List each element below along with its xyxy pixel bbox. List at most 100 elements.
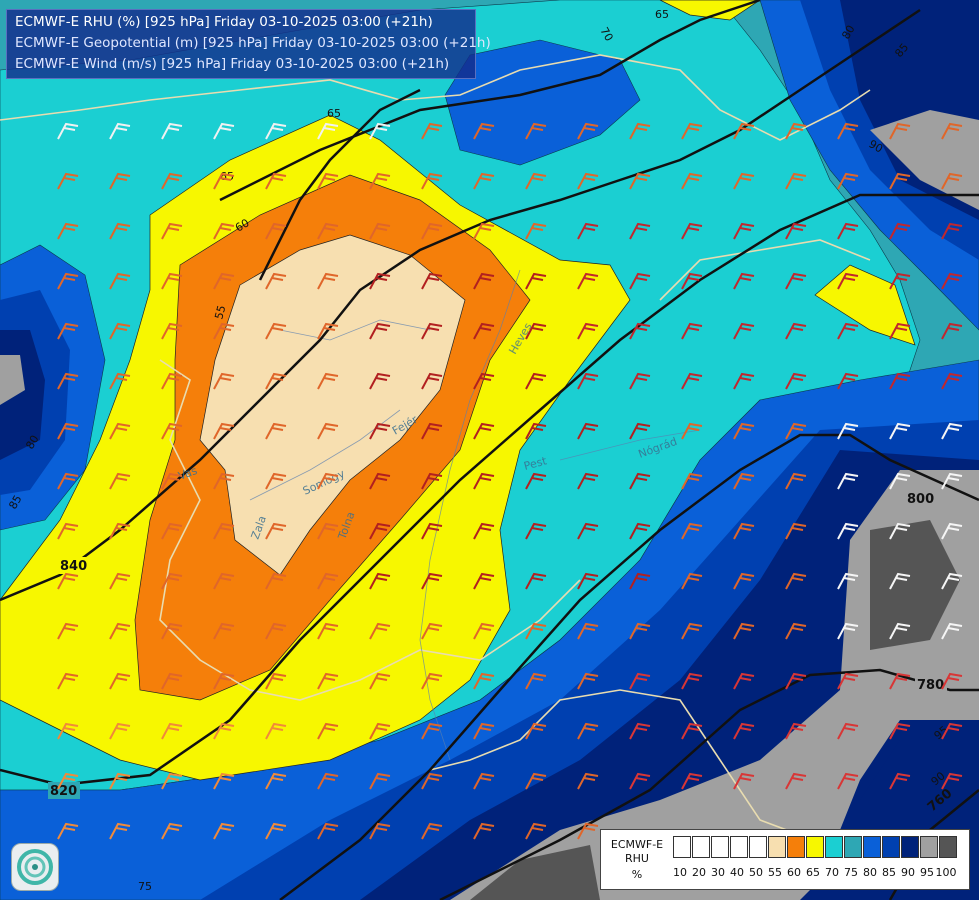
wind-barb xyxy=(733,122,755,140)
wind-barb xyxy=(681,472,703,490)
wind-barb xyxy=(473,422,495,440)
legend-tick-label: 40 xyxy=(730,866,744,879)
wind-barb xyxy=(473,572,495,590)
wind-barb xyxy=(525,422,547,440)
wind-barb xyxy=(213,622,235,640)
wind-barb xyxy=(941,422,963,440)
wind-barb xyxy=(57,222,79,240)
wind-barb xyxy=(629,122,651,140)
wind-barb xyxy=(681,622,703,640)
rhu-contour-label: 65 xyxy=(327,107,341,120)
legend-swatch xyxy=(920,836,938,858)
wind-barb xyxy=(473,672,495,690)
wind-barb xyxy=(733,472,755,490)
wind-barb xyxy=(785,572,807,590)
wind-barb xyxy=(941,772,963,790)
wind-barb xyxy=(785,772,807,790)
wind-barb xyxy=(577,722,599,740)
wind-barb xyxy=(733,272,755,290)
rhu-contour-label: 70 xyxy=(597,25,615,44)
wind-barb xyxy=(265,772,287,790)
wind-barb xyxy=(213,572,235,590)
wind-barb xyxy=(837,572,859,590)
legend-swatch xyxy=(673,836,691,858)
wind-barb xyxy=(785,222,807,240)
wind-barb xyxy=(369,272,391,290)
wind-barb xyxy=(57,522,79,540)
wind-barb xyxy=(785,272,807,290)
wind-barb xyxy=(577,272,599,290)
rhu-95-northeast xyxy=(870,110,979,210)
wind-barb xyxy=(161,572,183,590)
wind-barb xyxy=(889,172,911,190)
wind-barb xyxy=(109,422,131,440)
wind-barb xyxy=(265,472,287,490)
wind-barb xyxy=(785,472,807,490)
wind-barb xyxy=(213,172,235,190)
wind-barb xyxy=(369,222,391,240)
wind-barb xyxy=(837,622,859,640)
wind-barb xyxy=(317,622,339,640)
ecmwf-logo xyxy=(11,843,59,891)
legend-swatch xyxy=(730,836,748,858)
wind-barb xyxy=(733,722,755,740)
rhu-contour-label: 80 xyxy=(839,23,857,42)
legend-swatch xyxy=(692,836,710,858)
wind-barb xyxy=(577,672,599,690)
wind-barb xyxy=(837,322,859,340)
wind-barb xyxy=(837,422,859,440)
wind-barb xyxy=(109,472,131,490)
wind-barb xyxy=(785,172,807,190)
wind-barb xyxy=(889,472,911,490)
legend-tick-label: 85 xyxy=(882,866,896,879)
wind-barb xyxy=(161,172,183,190)
wind-barb xyxy=(421,372,443,390)
wind-barb xyxy=(421,622,443,640)
wind-barb xyxy=(629,422,651,440)
rhu-100-south xyxy=(870,520,960,650)
wind-barb xyxy=(473,772,495,790)
wind-barb xyxy=(421,522,443,540)
wind-barb xyxy=(681,722,703,740)
wind-barb xyxy=(525,272,547,290)
wind-barb xyxy=(837,222,859,240)
wind-barb xyxy=(525,222,547,240)
wind-barb xyxy=(369,172,391,190)
wind-barb xyxy=(109,222,131,240)
wind-barb xyxy=(369,672,391,690)
legend-tick-label: 80 xyxy=(863,866,877,879)
wind-barb xyxy=(213,722,235,740)
wind-barb xyxy=(213,772,235,790)
wind-barb xyxy=(421,672,443,690)
wind-barb xyxy=(317,522,339,540)
wind-barb xyxy=(57,172,79,190)
wind-barb xyxy=(785,372,807,390)
wind-barb xyxy=(317,222,339,240)
legend-swatch xyxy=(806,836,824,858)
wind-barb xyxy=(941,272,963,290)
wind-barb xyxy=(369,822,391,840)
wind-barb xyxy=(733,372,755,390)
wind-barb xyxy=(473,472,495,490)
wind-barb xyxy=(889,522,911,540)
wind-barb xyxy=(265,222,287,240)
wind-barb xyxy=(837,672,859,690)
wind-barb xyxy=(161,372,183,390)
wind-barb xyxy=(109,172,131,190)
wind-barb xyxy=(681,522,703,540)
wind-barb xyxy=(317,772,339,790)
geopotential-label: 800 xyxy=(907,492,934,507)
legend-label-unit: % xyxy=(631,868,643,881)
rhu-95-south xyxy=(450,470,979,900)
wind-barb xyxy=(941,522,963,540)
wind-barb xyxy=(941,572,963,590)
legend-swatch xyxy=(749,836,767,858)
wind-barb xyxy=(421,722,443,740)
wind-barb xyxy=(161,622,183,640)
wind-barb xyxy=(265,522,287,540)
wind-barb xyxy=(733,522,755,540)
wind-barb xyxy=(109,272,131,290)
wind-barb xyxy=(629,472,651,490)
place-label: Vas xyxy=(177,464,200,483)
